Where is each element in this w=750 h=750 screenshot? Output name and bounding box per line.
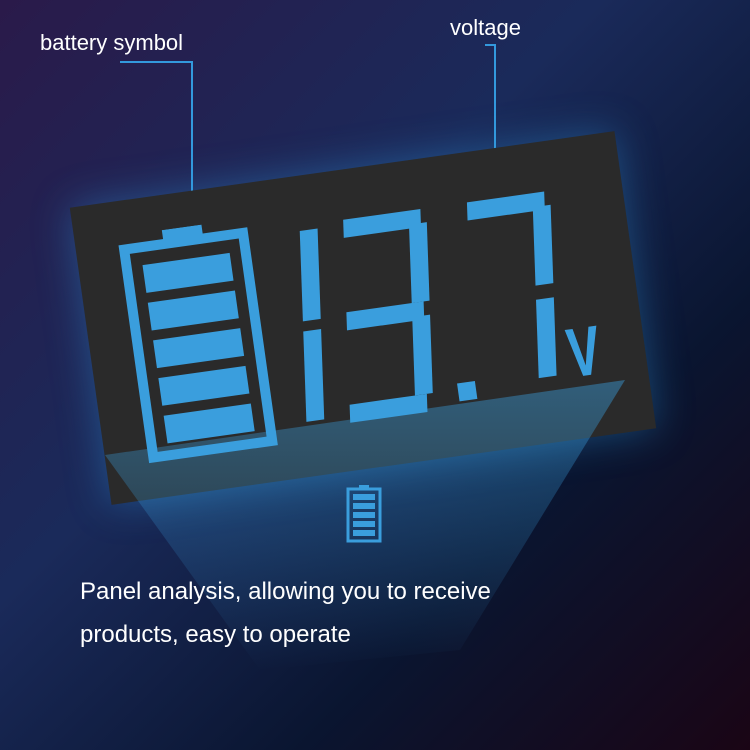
small-battery-icon (345, 485, 383, 543)
battery-icon (112, 218, 283, 465)
caption: Panel analysis, allowing you to receive … (80, 570, 491, 656)
voltage-readout (266, 176, 614, 438)
voltage-label: voltage (450, 15, 521, 41)
caption-line1: Panel analysis, allowing you to receive (80, 570, 491, 613)
battery-label: battery symbol (40, 30, 183, 56)
caption-line2: products, easy to operate (80, 613, 491, 656)
display-panel (70, 131, 656, 505)
